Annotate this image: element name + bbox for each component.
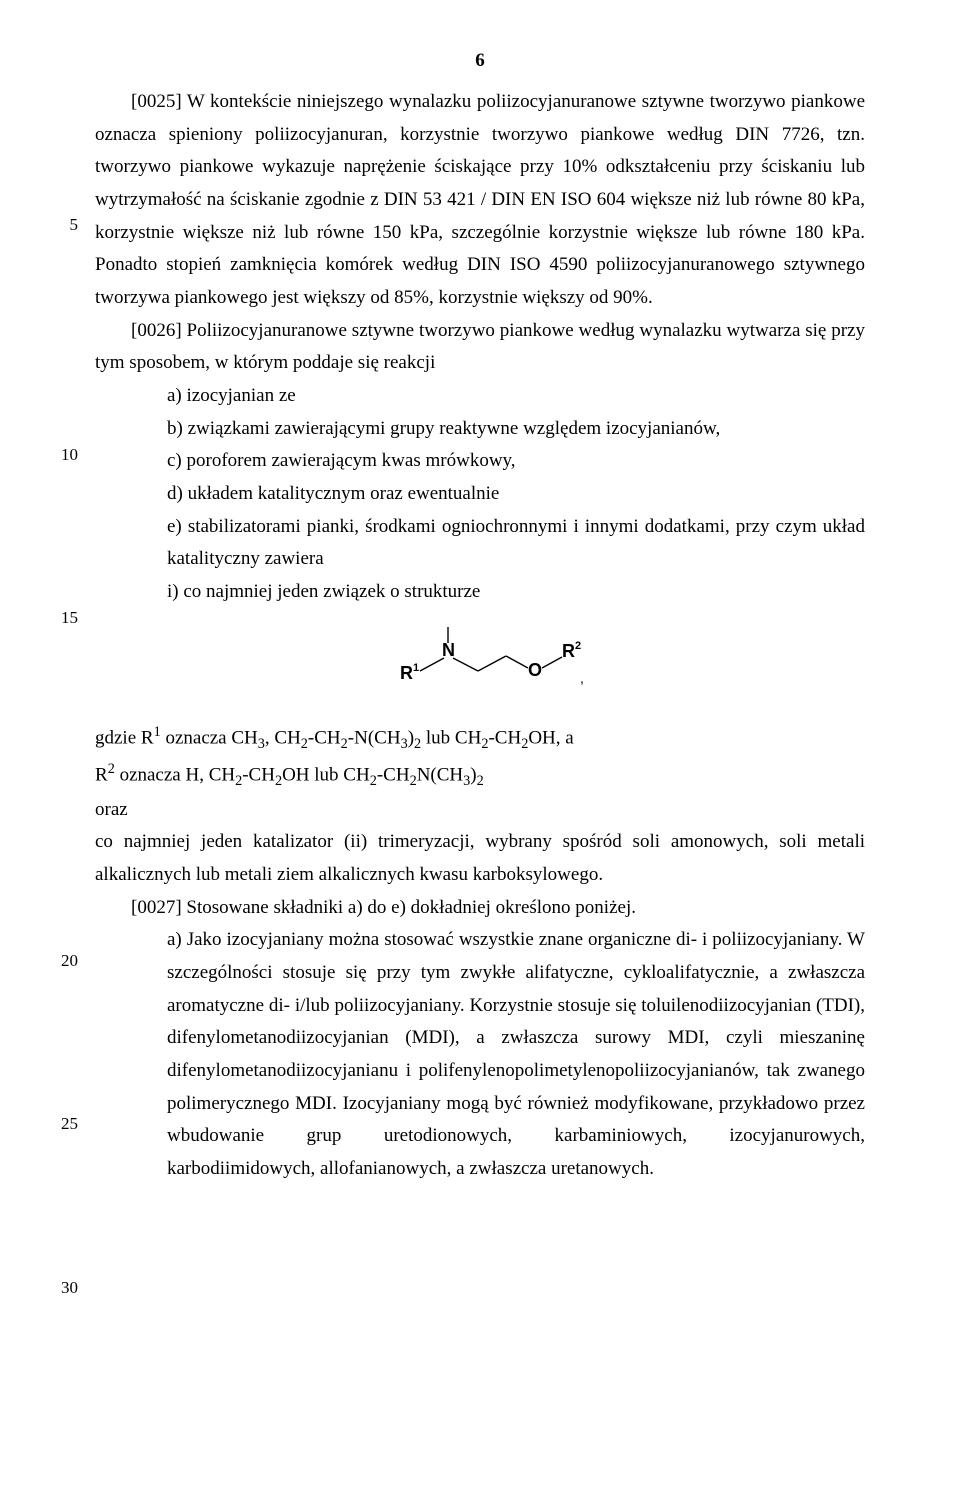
oraz-line: oraz [95, 794, 865, 827]
gdzie-mid1: oznacza CH [161, 728, 258, 749]
para-0025: [0025] W kontekście niniejszego wynalazk… [95, 86, 865, 315]
item-a: a) izocyjanian ze [95, 380, 865, 413]
item-c: c) poroforem zawierającym kwas mrówkowy, [95, 445, 865, 478]
formula-n: N [442, 640, 455, 660]
line-marker-20: 20 [48, 951, 78, 971]
body-text: [0025] W kontekście niniejszego wynalazk… [95, 86, 865, 1186]
gdzie-r2-mid: oznacza H, CH [115, 764, 235, 785]
gdzie-r2-sup: 2 [108, 761, 115, 777]
gdzie-prefix: gdzie R [95, 728, 154, 749]
line-marker-30: 30 [48, 1278, 78, 1298]
gdzie-r1-line: gdzie R1 oznacza CH3, CH2-CH2-N(CH3)2 lu… [95, 720, 865, 757]
para-0026: [0026] Poliizocyjanuranowe sztywne tworz… [95, 315, 865, 380]
gdzie-r2-prefix: R [95, 764, 108, 785]
line-marker-15: 15 [48, 608, 78, 628]
formula-r1: R1 [400, 662, 419, 683]
page-number: 6 [95, 50, 865, 72]
chemical-formula: R1 N O R2 , [95, 621, 865, 711]
formula-svg: R1 N O R2 , [370, 621, 590, 699]
formula-r2: R2 [562, 640, 581, 661]
item-i: i) co najmniej jeden związek o strukturz… [95, 576, 865, 609]
para-0027: [0027] Stosowane składniki a) do e) dokł… [95, 892, 865, 925]
formula-o: O [528, 660, 542, 680]
para-0027-sub-a: a) Jako izocyjaniany można stosować wszy… [95, 924, 865, 1185]
item-d: d) układem katalitycznym oraz ewentualni… [95, 478, 865, 511]
line-marker-10: 10 [48, 445, 78, 465]
gdzie-r1-sup: 1 [154, 724, 161, 740]
gdzie-r2-line: R2 oznacza H, CH2-CH2OH lub CH2-CH2N(CH3… [95, 757, 865, 794]
line-marker-5: 5 [48, 215, 78, 235]
item-e: e) stabilizatorami pianki, środkami ogni… [95, 511, 865, 576]
formula-comma: , [580, 670, 584, 686]
line-marker-25: 25 [48, 1114, 78, 1134]
page: 6 5 10 15 20 25 30 [0025] W kontekście n… [0, 0, 960, 1503]
post-oraz: co najmniej jeden katalizator (ii) trime… [95, 826, 865, 891]
item-b: b) związkami zawierającymi grupy reaktyw… [95, 413, 865, 446]
